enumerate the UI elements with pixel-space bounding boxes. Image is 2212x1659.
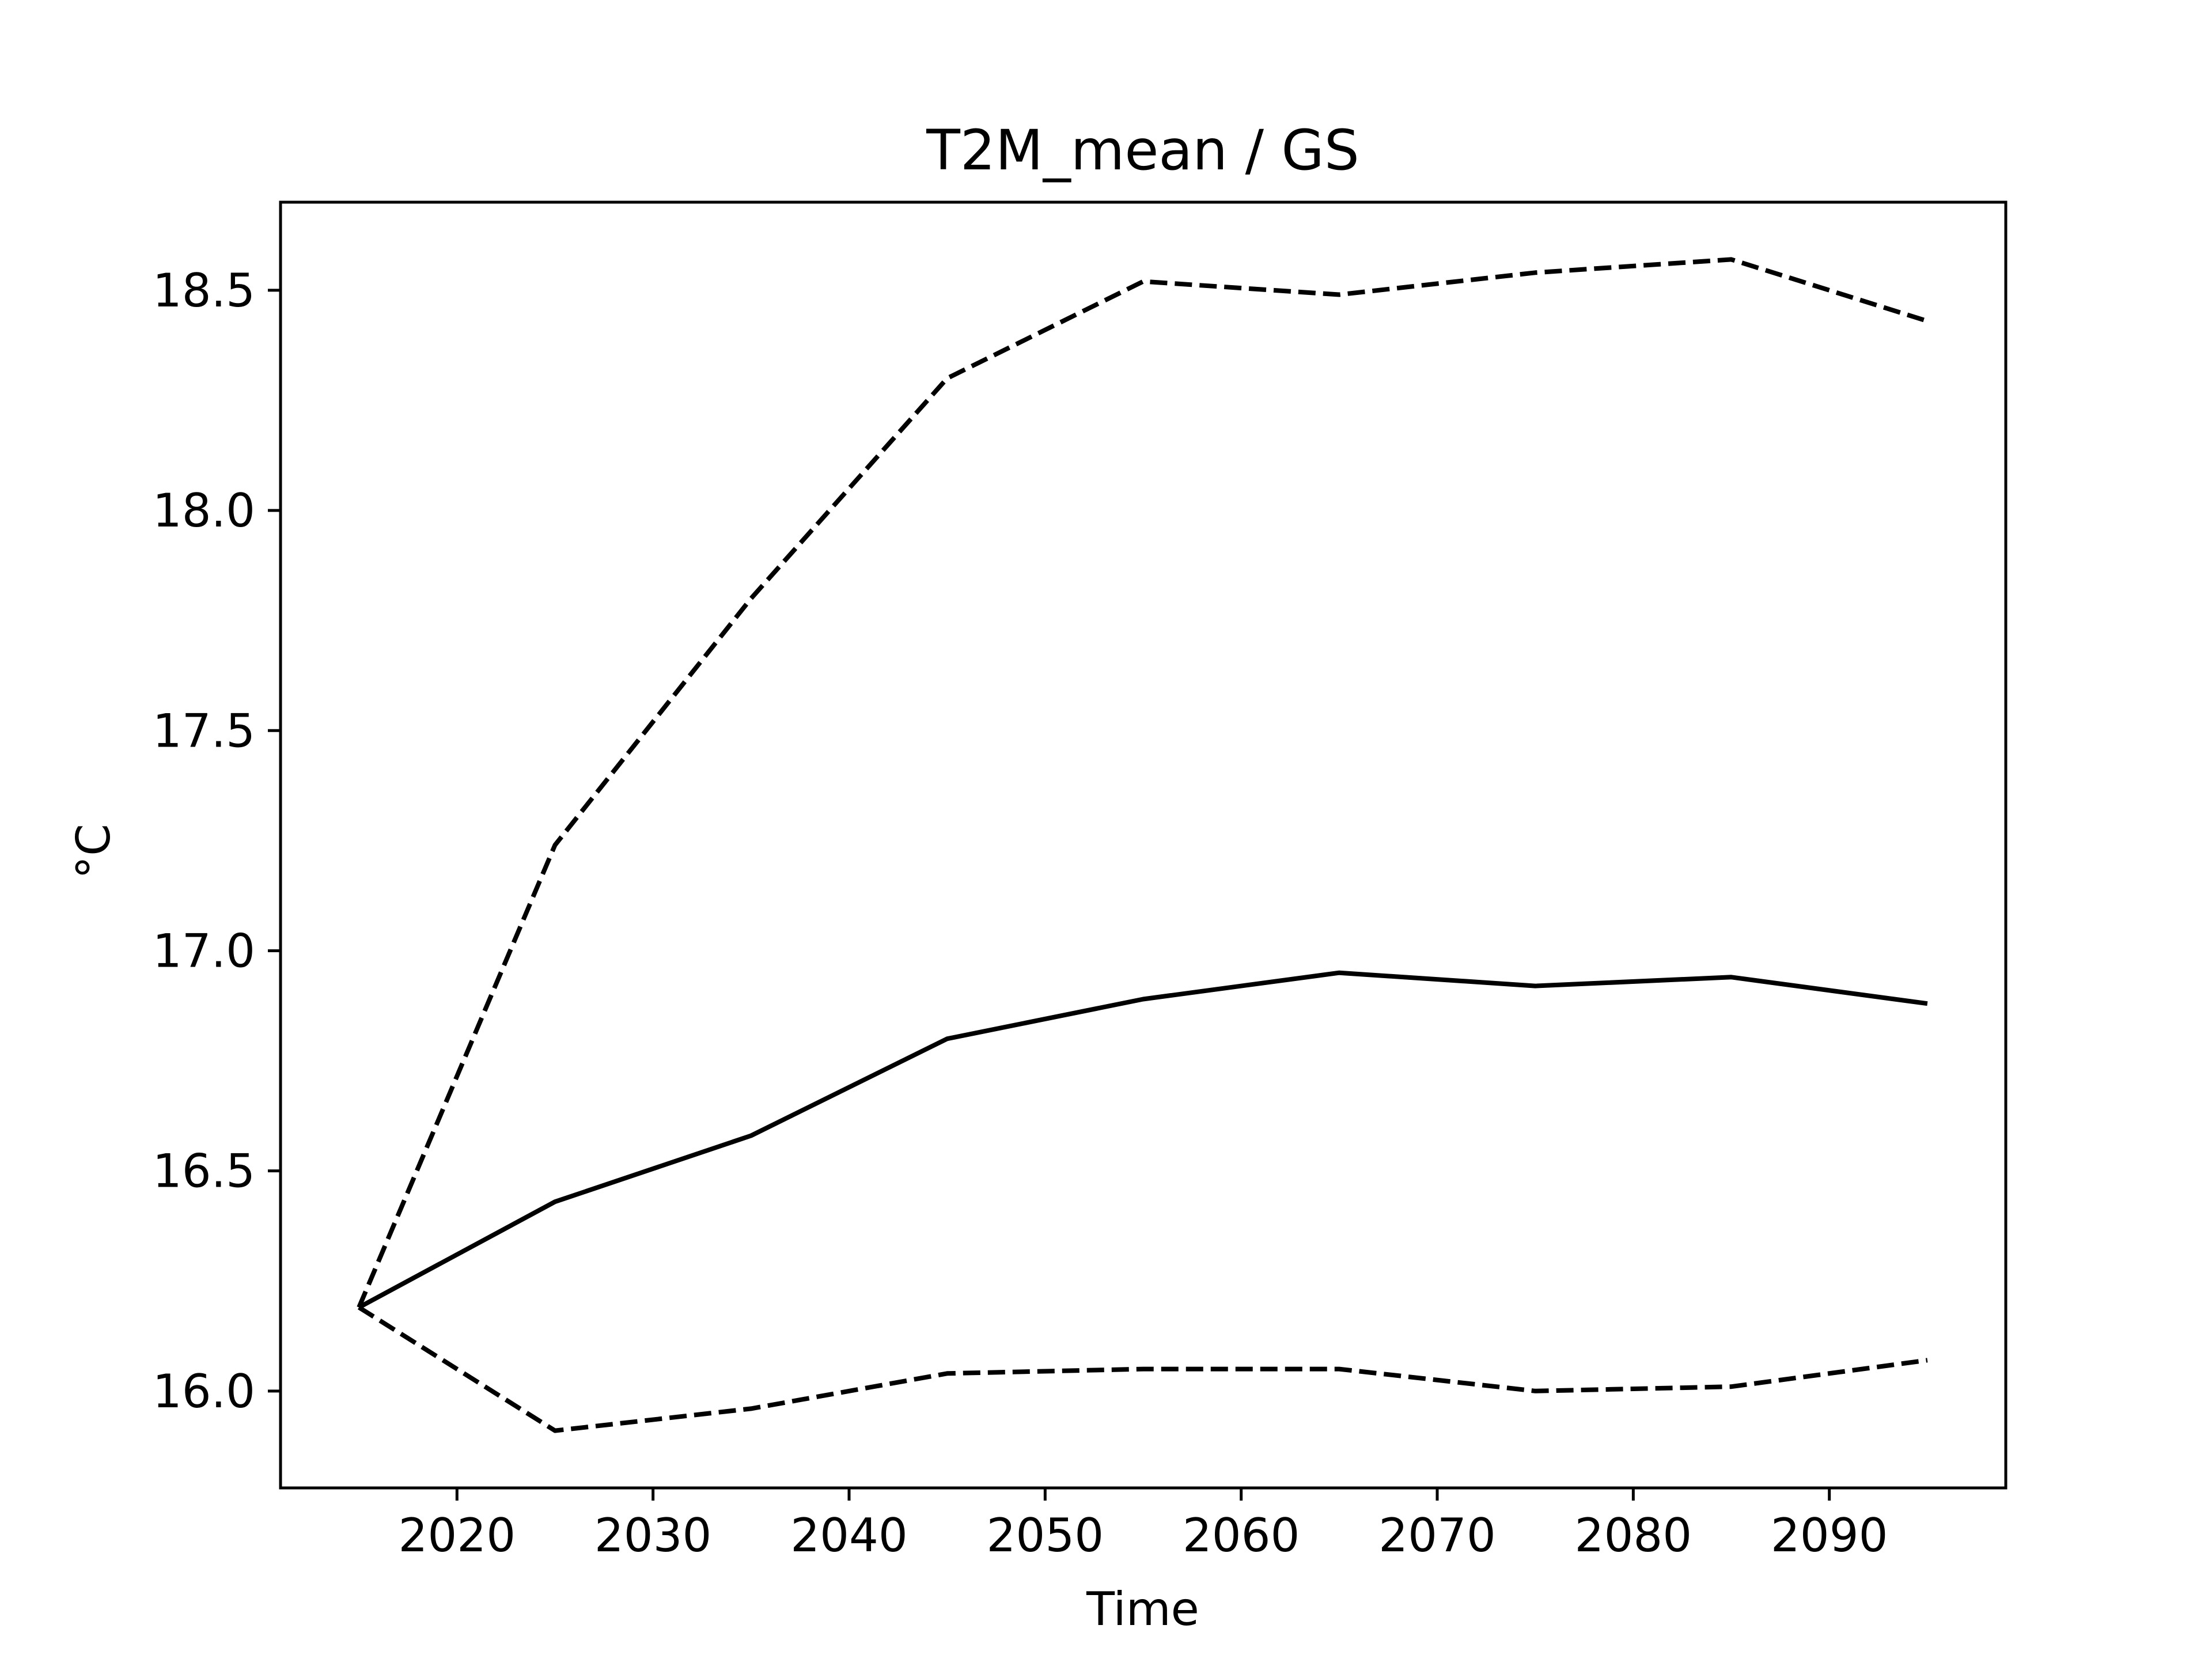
series-line-2 <box>357 257 1929 1309</box>
series-layer <box>357 257 1929 1433</box>
y-tick-label: 18.0 <box>153 484 255 537</box>
series-line-1 <box>358 970 1928 1310</box>
series-line-3 <box>357 1305 1928 1433</box>
y-axis: 16.0 16.5 17.0 17.5 18.0 18.5 <box>153 264 281 1418</box>
chart-title: T2M_mean / GS <box>926 118 1359 183</box>
x-tick-label: 2050 <box>987 1509 1104 1562</box>
x-tick-label: 2020 <box>399 1509 516 1562</box>
plot-frame <box>279 200 2008 1490</box>
y-tick-label: 18.5 <box>153 264 255 317</box>
x-axis-title: Time <box>1086 1582 1199 1636</box>
x-tick-label: 2060 <box>1183 1509 1300 1562</box>
x-axis: 2020 2030 2040 2050 2060 2070 2080 2090 <box>399 1488 1888 1562</box>
y-tick-label: 16.0 <box>153 1365 255 1418</box>
y-tick-label: 17.5 <box>153 704 255 757</box>
x-tick-label: 2030 <box>594 1509 712 1562</box>
y-axis-title: °C <box>67 824 120 879</box>
x-tick-label: 2080 <box>1575 1509 1692 1562</box>
y-tick-label: 16.5 <box>153 1145 255 1198</box>
x-tick-label: 2090 <box>1771 1509 1888 1562</box>
x-tick-label: 2070 <box>1378 1509 1496 1562</box>
y-tick-label: 17.0 <box>153 924 255 978</box>
x-tick-label: 2040 <box>790 1509 908 1562</box>
